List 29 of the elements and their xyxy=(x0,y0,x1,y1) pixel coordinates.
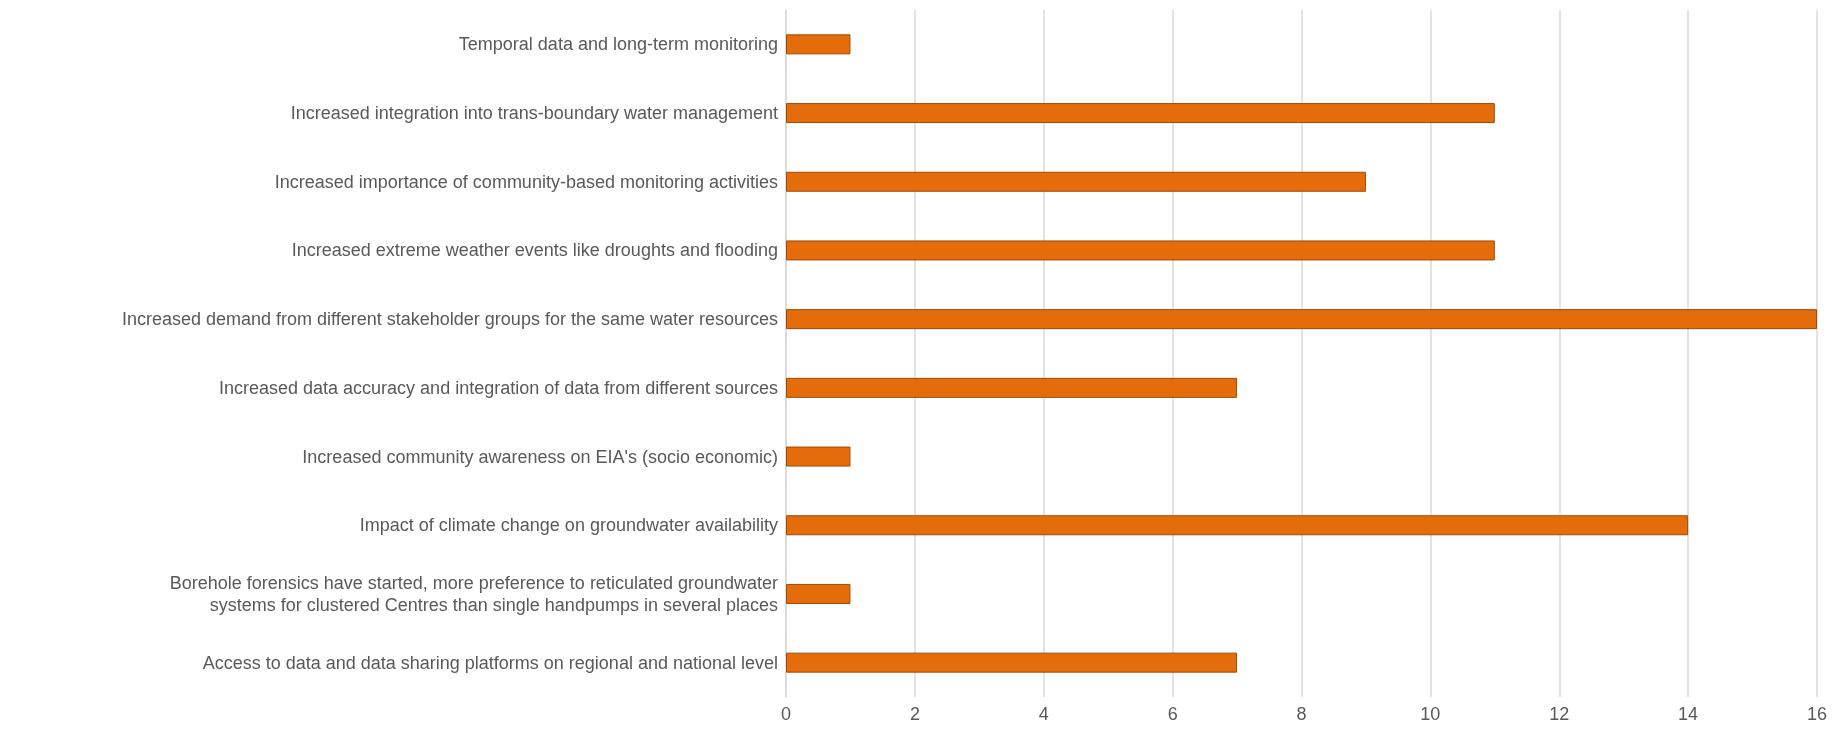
bar xyxy=(786,652,1238,673)
bar xyxy=(786,309,1817,330)
bar xyxy=(786,515,1689,536)
y-tick-label: Increased importance of community-based monitoring activities xyxy=(274,171,778,192)
x-tick-label: 12 xyxy=(1549,704,1570,724)
y-tick-label: Temporal data and long-term monitoring xyxy=(458,34,778,55)
bar xyxy=(786,377,1238,398)
y-tick-label: Increased extreme weather events like droughts and flooding xyxy=(291,240,778,261)
bar xyxy=(786,103,1495,124)
x-tick-label: 10 xyxy=(1420,704,1441,724)
x-tick-label: 8 xyxy=(1296,704,1307,724)
bar xyxy=(786,240,1495,261)
y-tick-label: Increased community awareness on EIA's (socio economic) xyxy=(302,446,778,467)
y-tick-label: Increased data accuracy and integration of data from different sources xyxy=(219,377,778,398)
x-tick-label: 6 xyxy=(1167,704,1178,724)
x-tick-label: 16 xyxy=(1806,704,1828,724)
y-tick-label: Borehole forensics have started, more preference to reticulated groundwater systems for clustered Centres than single handpumps in several places xyxy=(169,572,778,615)
x-tick-label: 4 xyxy=(1038,704,1049,724)
x-tick-label: 2 xyxy=(909,704,920,724)
y-tick-label: Access to data and data sharing platforms on regional and national level xyxy=(202,652,778,673)
bar xyxy=(786,583,851,604)
y-tick-label: Increased demand from different stakeholder groups for the same water resources xyxy=(121,309,778,330)
bar xyxy=(786,446,851,467)
y-tick-label: Impact of climate change on groundwater availability xyxy=(359,515,778,536)
bar xyxy=(786,34,851,55)
x-tick-label: 0 xyxy=(780,704,792,724)
y-tick-label: Increased integration into trans-boundary water management xyxy=(290,103,778,124)
x-tick-label: 14 xyxy=(1678,704,1699,724)
bar xyxy=(786,171,1366,192)
